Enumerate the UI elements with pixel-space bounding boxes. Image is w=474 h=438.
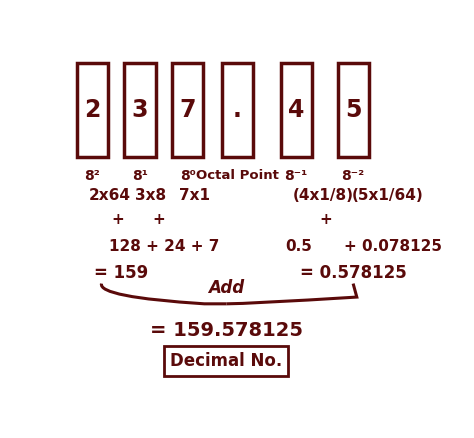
- Text: 8⁻²: 8⁻²: [342, 169, 365, 183]
- Text: 8⁰: 8⁰: [180, 169, 196, 183]
- Text: + 0.078125: + 0.078125: [344, 239, 442, 254]
- Text: Decimal No.: Decimal No.: [170, 352, 283, 370]
- Text: 4: 4: [288, 98, 304, 122]
- Text: 8²: 8²: [84, 169, 100, 183]
- Text: Octal Point: Octal Point: [196, 169, 279, 182]
- Text: 128 + 24 + 7: 128 + 24 + 7: [109, 239, 219, 254]
- Text: 3x8: 3x8: [135, 188, 166, 203]
- Text: (5x1/64): (5x1/64): [351, 188, 423, 203]
- Text: 8¹: 8¹: [132, 169, 148, 183]
- FancyBboxPatch shape: [281, 63, 312, 157]
- FancyBboxPatch shape: [125, 63, 155, 157]
- Text: 7: 7: [180, 98, 196, 122]
- Text: +: +: [319, 212, 332, 227]
- Text: 2: 2: [84, 98, 100, 122]
- Text: 2x64: 2x64: [89, 188, 131, 203]
- Text: 8⁻¹: 8⁻¹: [284, 169, 308, 183]
- Text: 0.5: 0.5: [285, 239, 312, 254]
- Text: = 159: = 159: [94, 265, 148, 283]
- Text: .: .: [233, 98, 242, 122]
- Text: Add: Add: [209, 279, 245, 297]
- Text: 5: 5: [345, 98, 361, 122]
- Text: 3: 3: [132, 98, 148, 122]
- FancyBboxPatch shape: [337, 63, 369, 157]
- FancyBboxPatch shape: [222, 63, 253, 157]
- Text: = 0.578125: = 0.578125: [300, 265, 407, 283]
- Text: 7x1: 7x1: [179, 188, 210, 203]
- Text: (4x1/8): (4x1/8): [292, 188, 354, 203]
- Text: +: +: [112, 212, 124, 227]
- Text: = 159.578125: = 159.578125: [150, 321, 303, 340]
- FancyBboxPatch shape: [172, 63, 203, 157]
- FancyBboxPatch shape: [77, 63, 108, 157]
- Text: +: +: [152, 212, 165, 227]
